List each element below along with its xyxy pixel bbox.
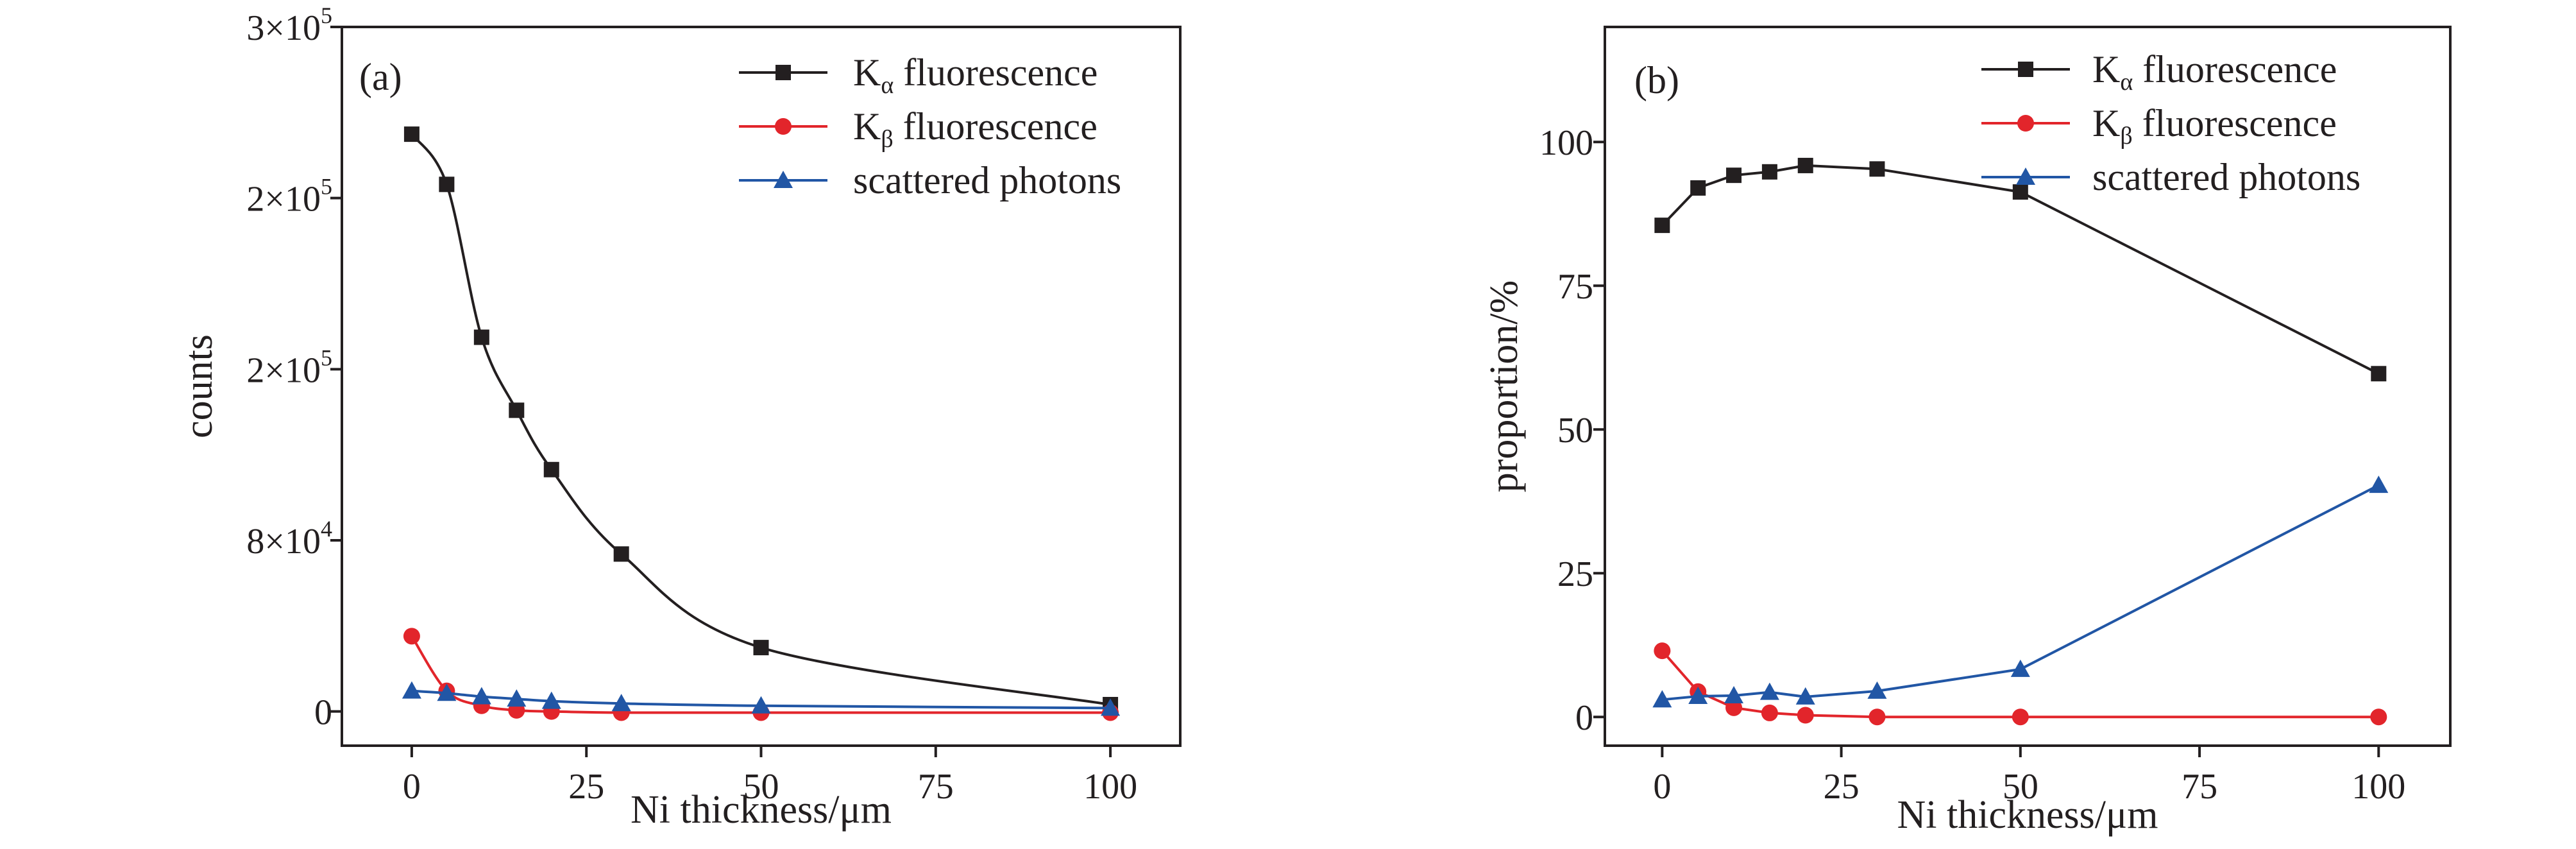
x-tick-label: 0 [1653, 767, 1671, 807]
x-tick-label: 50 [743, 767, 779, 807]
x-tick-label: 100 [1083, 767, 1137, 807]
series-1 [403, 126, 1119, 712]
panel-label: (a) [359, 56, 402, 98]
x-tick-label: 0 [403, 767, 421, 807]
legend-entry: Kβ fluorescence [739, 105, 1097, 153]
y-tick-label: 25 [1557, 554, 1593, 594]
legend-label: Kβ fluorescence [853, 105, 1097, 153]
legend-entry: Kβ fluorescence [1981, 102, 2337, 150]
y-tick-label: 100 [1539, 123, 1593, 163]
data-point [473, 329, 489, 345]
data-point [611, 694, 631, 712]
series-line [1662, 484, 2380, 701]
y-tick-label: 0 [314, 693, 332, 733]
data-point [1725, 699, 1743, 716]
legend-label: Kα fluorescence [2092, 48, 2337, 96]
panel-label: (b) [1634, 59, 1679, 101]
data-point [1101, 698, 1121, 716]
data-point [1868, 708, 1886, 726]
data-point [753, 640, 769, 656]
data-point [403, 126, 419, 142]
data-point [403, 628, 420, 645]
legend-marker [774, 171, 793, 188]
x-axis-title: Ni thickness/μm [1897, 793, 2158, 837]
legend-label: Kα fluorescence [853, 51, 1097, 99]
series-line [411, 635, 1111, 714]
y-tick-label: 50 [1557, 411, 1593, 450]
data-point [1652, 690, 1672, 708]
legend-marker [775, 118, 792, 135]
x-axis-title: Ni thickness/μm [631, 788, 892, 832]
legend-entry: Kα fluorescence [1981, 48, 2337, 96]
y-tick-label: 8×104 [246, 516, 332, 562]
series-line [411, 133, 1111, 706]
data-point [2370, 708, 2387, 726]
legend-marker [2018, 62, 2033, 77]
x-tick-label: 75 [2182, 767, 2217, 807]
legend-entry: scattered photons [1981, 156, 2360, 198]
series-2 [1654, 642, 2387, 726]
legend-marker [2016, 167, 2035, 185]
data-point [613, 546, 629, 562]
data-point [1654, 218, 1670, 234]
chart-panel-b: 0 25 50 75 100 0 25 50 75 100 Ni thickness/μm propo… [1482, 26, 2452, 837]
data-point [1726, 167, 1742, 184]
data-point [1761, 164, 1777, 180]
legend-marker [2017, 115, 2034, 132]
data-point [402, 681, 421, 699]
data-point [439, 176, 455, 193]
data-point [1654, 642, 1671, 660]
x-tick-label: 25 [1824, 767, 1860, 807]
data-point [543, 461, 559, 477]
data-point [2371, 366, 2387, 382]
data-point [541, 691, 561, 709]
x-tick-label: 50 [2003, 767, 2038, 807]
data-point [509, 402, 525, 418]
y-axis-title: counts [177, 334, 221, 438]
data-point [1759, 682, 1779, 700]
y-tick-label: 2×105 [246, 174, 332, 219]
data-point [1795, 687, 1815, 705]
data-point [1797, 157, 1813, 173]
legend-label: scattered photons [853, 159, 1121, 202]
data-point [2010, 659, 2030, 677]
data-point [1867, 681, 1887, 699]
data-point [1869, 161, 1885, 177]
data-point [2012, 184, 2028, 200]
data-point [1690, 180, 1706, 196]
data-point [751, 696, 771, 714]
legend-label: Kβ fluorescence [2092, 102, 2337, 150]
y-tick-label: 75 [1557, 267, 1593, 307]
plot-frame [1604, 26, 2452, 747]
legend-entry: Kα fluorescence [739, 51, 1097, 99]
series-1 [1654, 157, 2387, 382]
x-tick-label: 75 [918, 767, 954, 807]
series-3 [402, 681, 1121, 716]
legend-label: scattered photons [2092, 156, 2360, 198]
data-point [471, 687, 491, 705]
data-point [2369, 476, 2389, 493]
x-tick-label: 25 [568, 767, 604, 807]
x-tick-label: 100 [2351, 767, 2405, 807]
data-point [1724, 686, 1744, 704]
y-tick-label: 2×105 [246, 345, 332, 390]
data-point [1688, 686, 1708, 704]
y-tick-label: 3×105 [246, 3, 332, 48]
data-point [507, 689, 527, 707]
y-axis-title: proportion/% [1482, 280, 1526, 493]
data-point [1797, 707, 1814, 724]
data-point [437, 683, 457, 701]
data-point [2012, 708, 2029, 726]
legend-marker [775, 65, 791, 80]
chart-panel-a: 0 25 50 75 100 0 8×104 2×105 2×105 3×105 Ni thickn… [177, 3, 1182, 832]
y-tick-label: 0 [1575, 698, 1593, 738]
legend-entry: scattered photons [739, 159, 1121, 202]
series-3 [1652, 476, 2389, 708]
legend: Kα fluorescence Kβ fluorescence scattered … [739, 51, 1121, 202]
legend: Kα fluorescence Kβ fluorescence scattered … [1981, 48, 2360, 198]
series-line [411, 689, 1111, 710]
data-point [1761, 704, 1778, 721]
